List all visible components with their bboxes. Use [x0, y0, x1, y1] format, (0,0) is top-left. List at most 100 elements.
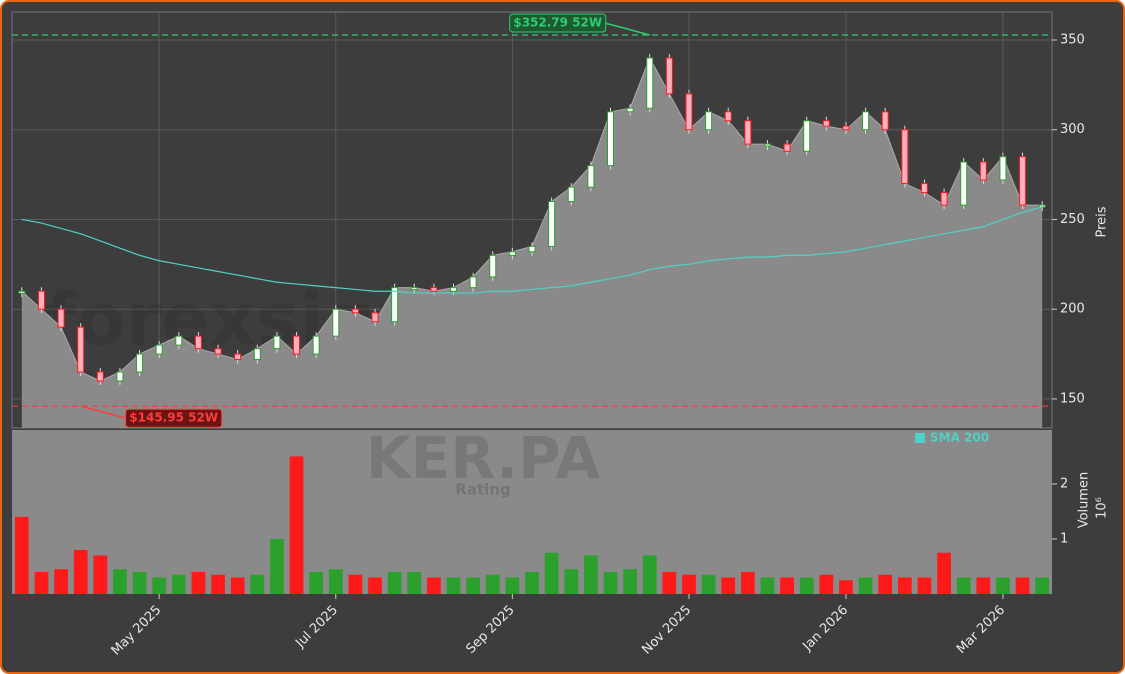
candle	[803, 120, 811, 152]
candle	[822, 120, 830, 127]
volume-panel	[12, 430, 1052, 594]
candle	[18, 290, 26, 294]
y-axis-label: Preis	[1095, 206, 1110, 237]
volume-bar	[682, 574, 696, 594]
candle	[410, 287, 418, 291]
candle	[155, 344, 163, 355]
volume-bar	[662, 571, 677, 594]
volume-bar	[819, 574, 834, 594]
candle	[371, 312, 379, 323]
candle	[430, 287, 438, 292]
volume-bar	[760, 577, 775, 594]
volume-bar	[54, 569, 68, 594]
candle	[175, 335, 183, 346]
volume-bar	[799, 577, 814, 594]
candle	[489, 254, 497, 278]
volume-bar	[132, 571, 147, 594]
close-area	[21, 57, 1043, 428]
y-tick-label: 200	[1060, 302, 1085, 317]
volume-bar	[328, 569, 343, 594]
volume-bar	[623, 569, 637, 594]
candle	[37, 290, 45, 310]
volume-bar	[584, 555, 598, 594]
candle	[57, 308, 65, 328]
volume-bar	[780, 577, 794, 594]
volume-unit-label: 10⁶	[1095, 497, 1110, 519]
volume-bar	[309, 571, 324, 594]
candle	[77, 326, 85, 373]
candle	[763, 143, 771, 147]
candle	[901, 129, 909, 185]
candle	[332, 308, 340, 337]
candle	[508, 251, 516, 256]
candle	[234, 353, 242, 360]
volume-bar	[348, 574, 363, 594]
volume-bar	[171, 574, 186, 594]
volume-bar	[230, 577, 245, 594]
volume-bar	[152, 577, 167, 594]
volume-bar	[642, 555, 657, 594]
volume-bar	[113, 569, 127, 594]
annotation-arrow	[80, 405, 126, 419]
volume-axis-label: Volumen	[1077, 472, 1092, 529]
candle	[862, 111, 870, 131]
volume-bar	[427, 577, 441, 594]
candle	[587, 165, 595, 188]
annotation-arrow	[604, 22, 650, 36]
volume-bar	[446, 577, 461, 594]
candle	[312, 335, 320, 355]
candle	[273, 335, 281, 350]
candle	[351, 308, 359, 314]
candle	[253, 348, 261, 360]
watermark: KER.PA	[366, 424, 601, 492]
candle	[1019, 156, 1027, 206]
candle	[626, 107, 634, 113]
candle	[979, 161, 987, 181]
volume-bar	[878, 574, 893, 594]
volume-bar	[73, 549, 88, 594]
candle	[646, 57, 654, 109]
volume-bar	[34, 571, 49, 594]
candle	[724, 111, 732, 122]
legend-swatch	[915, 433, 925, 443]
volume-tick-label: 2	[1060, 476, 1068, 491]
volume-bar	[839, 580, 853, 594]
volume-bar	[976, 577, 991, 594]
volume-bar	[956, 577, 971, 594]
candle	[194, 335, 202, 350]
volume-bar	[721, 577, 736, 594]
volume-bar	[525, 571, 539, 594]
volume-bar	[1035, 577, 1050, 594]
volume-bar	[897, 577, 912, 594]
y-tick-label: 250	[1060, 212, 1085, 227]
volume-bar	[14, 516, 29, 594]
candle	[783, 143, 791, 152]
volume-bar	[250, 574, 265, 594]
candle	[214, 348, 222, 355]
candle	[1038, 204, 1046, 208]
volume-bar	[485, 574, 500, 594]
volume-bar	[368, 577, 382, 594]
candle	[960, 161, 968, 206]
volume-bar	[270, 538, 284, 594]
candle	[116, 371, 124, 382]
candle	[567, 186, 575, 203]
volume-bar	[544, 552, 559, 594]
volume-bar	[937, 552, 951, 594]
candle	[469, 276, 477, 289]
candle	[548, 201, 556, 247]
annotation-label: $352.79 52W	[513, 15, 602, 29]
candle	[685, 93, 693, 131]
volume-bar	[211, 574, 225, 594]
y-tick-label: 300	[1060, 122, 1085, 137]
candle	[744, 120, 752, 145]
volume-bar	[1015, 577, 1030, 594]
watermark: Rating	[455, 481, 510, 499]
candle	[293, 335, 301, 355]
candle	[450, 287, 458, 292]
annotation-box	[125, 408, 223, 428]
y-tick-label: 350	[1060, 32, 1085, 47]
volume-bar	[564, 569, 579, 594]
